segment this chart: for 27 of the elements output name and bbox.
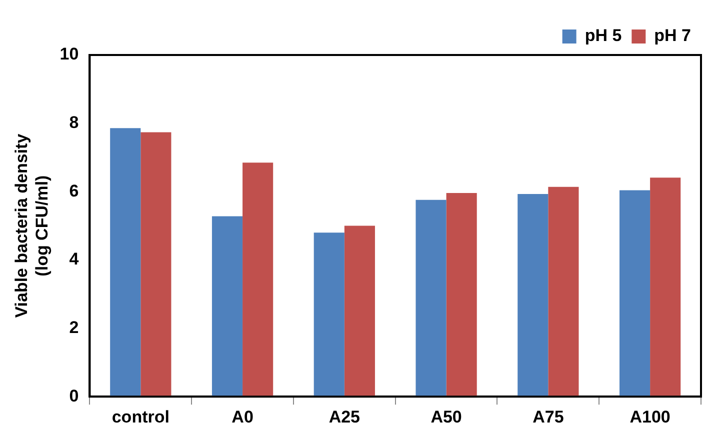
bar [212, 216, 243, 397]
bar [650, 178, 681, 397]
y-tick-label: 0 [69, 386, 79, 406]
bar [518, 194, 548, 397]
bar [140, 132, 172, 397]
x-tick-label: A50 [430, 407, 462, 426]
x-tick-label: A75 [532, 407, 564, 426]
y-tick-label: 8 [69, 113, 79, 132]
bar [344, 226, 375, 397]
bar [416, 200, 446, 397]
x-tick-label: A25 [328, 407, 360, 426]
bar [314, 232, 344, 397]
bar [242, 162, 274, 397]
y-tick-label: 10 [60, 44, 79, 64]
legend-label: pH 7 [654, 26, 692, 46]
bar [548, 186, 579, 397]
x-tick-label: A100 [630, 407, 670, 426]
y-axis-title: Viable bacteria density (log CFU/ml) [12, 133, 52, 318]
bar [619, 190, 650, 397]
y-tick-label: 4 [69, 250, 80, 269]
bar [446, 193, 477, 397]
y-tick-label: 2 [69, 318, 79, 337]
x-tick-label: control [112, 407, 170, 426]
legend-label: pH 5 [584, 26, 622, 46]
x-tick-label: A0 [232, 407, 254, 426]
y-tick-label: 6 [69, 181, 79, 200]
bar [110, 128, 141, 397]
